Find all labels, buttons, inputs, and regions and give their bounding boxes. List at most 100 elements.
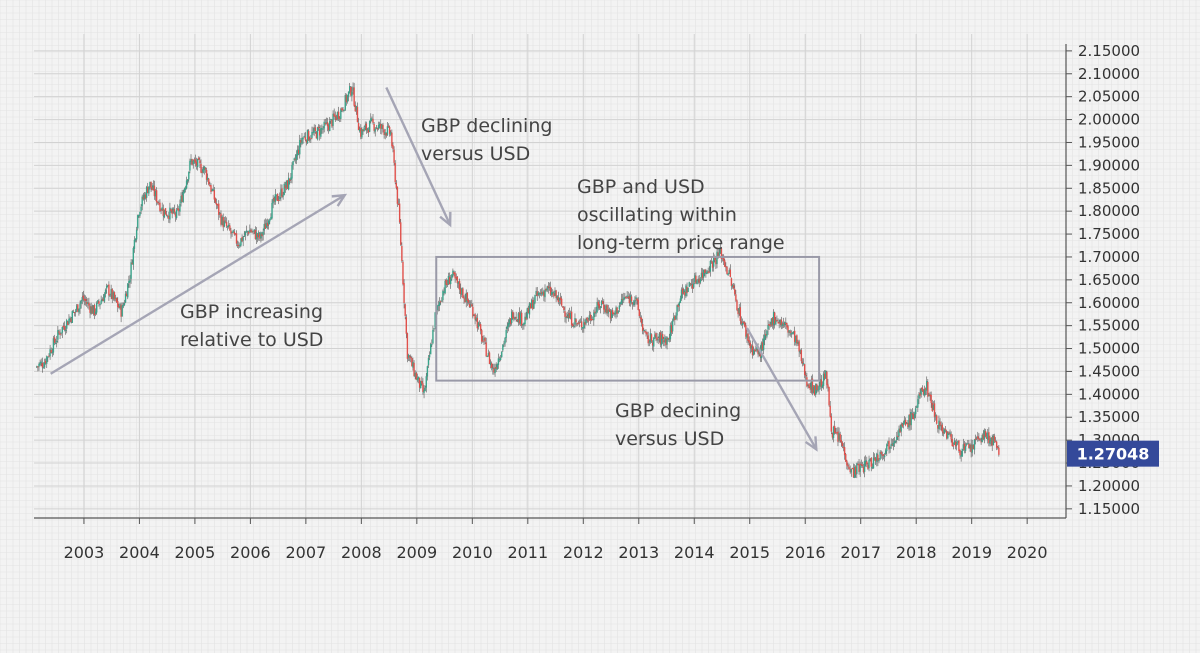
candle-up <box>607 309 609 314</box>
candle-up <box>74 310 77 312</box>
candle-down <box>720 248 723 260</box>
candle-down <box>661 334 664 340</box>
candle-down <box>236 244 239 246</box>
candle-down <box>402 261 404 285</box>
candle-down <box>254 230 257 240</box>
candle-up <box>443 291 445 293</box>
candle-up <box>99 304 101 306</box>
candle-down <box>468 303 471 307</box>
arrow-head <box>331 193 348 207</box>
candle-up <box>78 308 80 313</box>
candle-up <box>896 436 898 441</box>
candle-down <box>974 438 977 440</box>
candle-down <box>739 307 742 321</box>
candle-down <box>360 128 362 137</box>
candle-up <box>767 324 769 330</box>
candle-up <box>432 329 434 344</box>
candle-up <box>539 293 542 295</box>
candle-up <box>52 338 55 353</box>
candle-up <box>186 179 189 182</box>
candle-up <box>121 305 123 317</box>
candle-up <box>39 362 41 366</box>
x-tick-label: 2019 <box>951 543 992 562</box>
candle-up <box>519 312 522 324</box>
candle-down <box>603 304 605 310</box>
annotation-line: long-term price range <box>577 232 785 254</box>
candle-up <box>821 384 824 388</box>
candle-up <box>971 444 973 453</box>
candle-up <box>565 317 567 319</box>
candle-up <box>175 209 178 218</box>
candle-up <box>961 448 963 457</box>
candle-down <box>708 271 710 273</box>
candle-down <box>406 333 409 359</box>
candle-down <box>547 286 550 289</box>
candle-down <box>811 378 814 393</box>
candle-down <box>725 266 727 268</box>
candle-up <box>323 121 325 129</box>
candle-up <box>987 432 989 440</box>
candle-down <box>350 86 352 96</box>
candle-up <box>271 202 273 219</box>
candle-up <box>212 189 214 191</box>
candle-down <box>471 304 473 307</box>
candle-up <box>548 286 551 288</box>
candle-down <box>513 317 515 320</box>
candle-up <box>890 443 892 446</box>
candle-up <box>49 349 51 357</box>
candle-up <box>36 366 38 368</box>
candle-down <box>277 200 280 202</box>
candle-up <box>832 426 835 439</box>
candle-down <box>621 298 624 300</box>
candle-up <box>797 342 799 344</box>
x-tick-label: 2006 <box>230 543 271 562</box>
candle-up <box>190 159 192 162</box>
candle-up <box>312 132 314 134</box>
candle-up <box>149 181 151 187</box>
candle-down <box>944 429 947 431</box>
candle-up <box>69 317 71 320</box>
candle-up <box>292 161 294 166</box>
candle-down <box>921 387 923 391</box>
candle-up <box>196 159 199 168</box>
annotation-line: oscillating within <box>577 204 737 226</box>
candle-up <box>938 420 940 430</box>
candle-up <box>552 292 554 294</box>
candle-up <box>340 109 342 119</box>
candle-down <box>796 335 798 344</box>
candle-down <box>628 296 631 304</box>
candle-down <box>446 283 449 285</box>
candle-up <box>283 183 285 195</box>
candle-down <box>150 181 152 188</box>
candle-down <box>230 230 232 234</box>
candle-down <box>977 436 979 439</box>
candle-down <box>333 113 335 117</box>
candle-up <box>426 366 429 377</box>
candle-up <box>416 377 419 381</box>
candle-up <box>876 453 878 462</box>
candle-down <box>816 384 818 391</box>
candle-down <box>786 323 788 328</box>
candle-up <box>869 458 871 461</box>
candle-up <box>133 239 136 249</box>
candle-down <box>744 322 746 327</box>
candle-down <box>493 367 495 373</box>
candle-down <box>111 288 113 300</box>
candle-up <box>626 295 628 297</box>
candle-down <box>387 125 390 127</box>
candle-down <box>991 437 993 446</box>
candle-down <box>936 415 938 424</box>
candle-up <box>423 390 425 393</box>
candle-down <box>636 298 638 301</box>
candle-down <box>798 341 800 352</box>
candle-up <box>792 331 795 334</box>
candle-down <box>67 321 69 325</box>
candle-down <box>466 292 469 301</box>
y-tick-label: 1.20000 <box>1078 477 1140 495</box>
candle-up <box>371 118 373 120</box>
candle-down <box>540 292 543 294</box>
candle-down <box>373 124 375 131</box>
candle-up <box>329 121 331 132</box>
candle-down <box>604 308 606 313</box>
candle-down <box>209 184 211 187</box>
